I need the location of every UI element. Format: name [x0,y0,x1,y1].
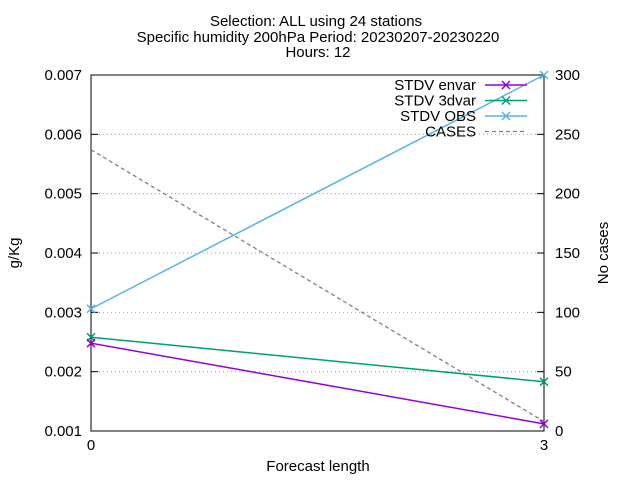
legend-marker-stdv-obs-stroke-b [501,111,511,121]
data-point-stdv-3dvar-1-stroke-b [539,377,549,387]
title-line-2: Specific humidity 200hPa Period: 2023020… [137,29,500,46]
data-point-stdv-envar-1-stroke-b [539,419,549,429]
data-point-stdv-obs-1 [539,70,549,80]
y-tick-label-2: 0.003 [44,304,82,321]
data-point-stdv-obs-1-stroke-b [539,70,549,80]
legend-marker-stdv-3dvar-stroke-b [501,95,511,106]
y-tick-label-4: 0.005 [44,186,82,203]
y-axis-label: g/Kg [6,238,23,269]
series-line-stdv-obs [90,74,545,310]
data-point-stdv-envar-0 [86,338,96,348]
y-tick-label-0: 0.001 [44,423,82,440]
y2-tick-label-3: 150 [555,245,580,262]
series-line-stdv-envar [90,342,545,425]
series-line-cases [90,149,545,423]
legend-label-stdv-3dvar: STDV 3dvar [394,93,476,110]
title-line-1: Selection: ALL using 24 stations [210,13,422,30]
legend-marker-stdv-envar-stroke-b [501,80,511,90]
axis-ticks: 0.001 0.002 0.003 0.004 0.005 0.006 0.007 0 50 10… [44,67,580,454]
data-point-stdv-3dvar-1 [539,377,549,387]
legend-marker-stdv-obs [501,111,511,121]
legend-label-stdv-envar: STDV envar [394,77,476,94]
grid-lines [91,133,544,373]
series-line-stdv-3dvar [90,336,545,383]
x-axis-label: Forecast length [266,458,369,475]
y2-tick-label-4: 200 [555,186,580,203]
chart-title: Selection: ALL using 24 stations Specifi… [137,13,500,61]
y-tick-label-5: 0.006 [44,126,82,143]
series-layer [86,70,549,429]
legend-label-stdv-obs: STDV OBS [400,108,476,125]
data-point-stdv-obs-0-stroke-b [86,304,96,314]
x-tick-label-0: 0 [87,437,95,454]
data-point-stdv-envar-1 [539,419,549,429]
y2-tick-label-5: 250 [555,126,580,143]
y-tick-label-3: 0.004 [44,245,82,262]
y2-tick-label-0: 0 [555,423,563,440]
y2-tick-label-1: 50 [555,364,572,381]
data-point-stdv-obs-0 [86,304,96,314]
title-line-3: Hours: 12 [285,44,350,61]
y-tick-label-6: 0.007 [44,67,82,84]
legend-label-cases: CASES [425,124,476,141]
y2-tick-label-6: 300 [555,67,580,84]
legend-marker-stdv-3dvar [501,95,511,106]
y2-tick-label-2: 100 [555,304,580,321]
plot-frame [90,74,545,432]
data-point-stdv-envar-0-stroke-b [86,338,96,348]
legend-marker-stdv-envar [501,80,511,90]
y2-axis-label: No cases [595,222,612,285]
y-tick-label-1: 0.002 [44,364,82,381]
x-tick-label-1: 3 [540,437,548,454]
